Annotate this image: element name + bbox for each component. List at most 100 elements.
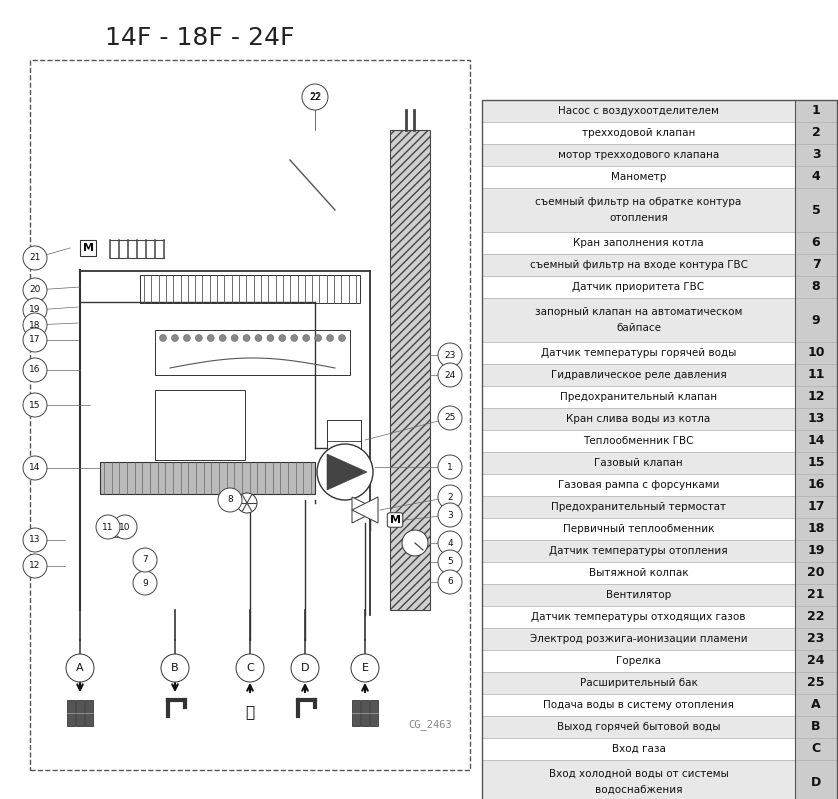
Bar <box>795 364 837 386</box>
Text: 22: 22 <box>807 610 825 623</box>
Circle shape <box>302 84 328 110</box>
Bar <box>361 700 369 726</box>
Text: запорный клапан на автоматическом: запорный клапан на автоматическом <box>535 307 742 317</box>
Circle shape <box>255 335 262 341</box>
Circle shape <box>220 335 226 341</box>
Bar <box>795 584 837 606</box>
Bar <box>795 716 837 738</box>
Circle shape <box>96 515 120 539</box>
Circle shape <box>291 654 319 682</box>
Text: 9: 9 <box>142 578 147 587</box>
Text: 7: 7 <box>812 259 820 272</box>
Bar <box>795 430 837 452</box>
Bar <box>120 524 128 530</box>
Bar <box>482 562 795 584</box>
Bar <box>482 496 795 518</box>
Text: 16: 16 <box>29 365 41 375</box>
Circle shape <box>438 531 462 555</box>
Text: 24: 24 <box>444 371 456 380</box>
Text: 23: 23 <box>444 351 456 360</box>
Text: 13: 13 <box>29 535 41 544</box>
Circle shape <box>207 335 215 341</box>
Circle shape <box>23 298 47 322</box>
Circle shape <box>314 335 322 341</box>
Circle shape <box>402 530 428 556</box>
Circle shape <box>438 485 462 509</box>
Bar <box>100 462 315 494</box>
Bar <box>482 144 795 166</box>
Bar <box>482 166 795 188</box>
Bar <box>155 330 350 375</box>
Text: съемный фильтр на входе контура ГВС: съемный фильтр на входе контура ГВС <box>530 260 747 270</box>
Text: 14: 14 <box>29 463 41 472</box>
Text: 18: 18 <box>807 523 825 535</box>
Text: C: C <box>811 742 820 756</box>
Text: 11: 11 <box>807 368 825 381</box>
Bar <box>795 650 837 672</box>
Circle shape <box>327 335 334 341</box>
Text: Вентилятор: Вентилятор <box>606 590 671 600</box>
Text: M: M <box>82 243 94 253</box>
Bar <box>482 672 795 694</box>
Text: 17: 17 <box>29 336 41 344</box>
Text: 19: 19 <box>807 544 825 558</box>
Text: Выход горячей бытовой воды: Выход горячей бытовой воды <box>556 722 720 732</box>
Text: Вход холодной воды от системы: Вход холодной воды от системы <box>549 769 728 779</box>
Bar <box>482 584 795 606</box>
Bar <box>795 342 837 364</box>
Bar <box>482 122 795 144</box>
Bar <box>795 386 837 408</box>
Text: водоснабжения: водоснабжения <box>595 785 682 795</box>
Circle shape <box>236 654 264 682</box>
Text: трехходовой клапан: трехходовой клапан <box>582 128 696 138</box>
Text: 20: 20 <box>807 566 825 579</box>
Text: B: B <box>171 663 178 673</box>
Bar <box>482 760 795 799</box>
Circle shape <box>438 343 462 367</box>
Text: Газовый клапан: Газовый клапан <box>594 458 683 468</box>
Text: Горелка: Горелка <box>616 656 661 666</box>
Text: 11: 11 <box>102 523 114 531</box>
Bar <box>352 700 360 726</box>
Text: 1: 1 <box>812 105 820 117</box>
Bar <box>482 474 795 496</box>
Circle shape <box>23 528 47 552</box>
Circle shape <box>438 503 462 527</box>
Bar <box>390 130 430 610</box>
Bar <box>795 496 837 518</box>
Bar <box>795 232 837 254</box>
Text: Теплообменник ГВС: Теплообменник ГВС <box>583 436 694 446</box>
Bar <box>795 100 837 122</box>
Text: 16: 16 <box>807 479 825 491</box>
Bar <box>30 60 470 770</box>
Text: C: C <box>246 663 254 673</box>
Bar <box>795 474 837 496</box>
Text: Расширительный бак: Расширительный бак <box>580 678 697 688</box>
Text: CG_2463: CG_2463 <box>408 720 452 730</box>
Text: Подача воды в систему отопления: Подача воды в систему отопления <box>543 700 734 710</box>
Bar <box>482 430 795 452</box>
Text: 21: 21 <box>29 253 41 263</box>
Text: 3: 3 <box>812 149 820 161</box>
Circle shape <box>438 455 462 479</box>
Text: 10: 10 <box>119 523 131 531</box>
Bar <box>795 188 837 232</box>
Bar <box>795 628 837 650</box>
Polygon shape <box>352 497 378 523</box>
Bar <box>795 166 837 188</box>
Bar <box>482 606 795 628</box>
Text: 6: 6 <box>812 237 820 249</box>
Text: 14: 14 <box>807 435 825 447</box>
Bar <box>108 524 116 530</box>
Text: 19: 19 <box>29 305 41 315</box>
Text: 8: 8 <box>812 280 820 293</box>
Bar <box>482 276 795 298</box>
Bar <box>482 408 795 430</box>
Bar <box>482 452 795 474</box>
Text: D: D <box>301 663 309 673</box>
Text: 4: 4 <box>447 539 453 547</box>
Bar <box>327 420 361 462</box>
Circle shape <box>218 488 242 512</box>
Text: 20: 20 <box>29 285 41 295</box>
Circle shape <box>438 406 462 430</box>
